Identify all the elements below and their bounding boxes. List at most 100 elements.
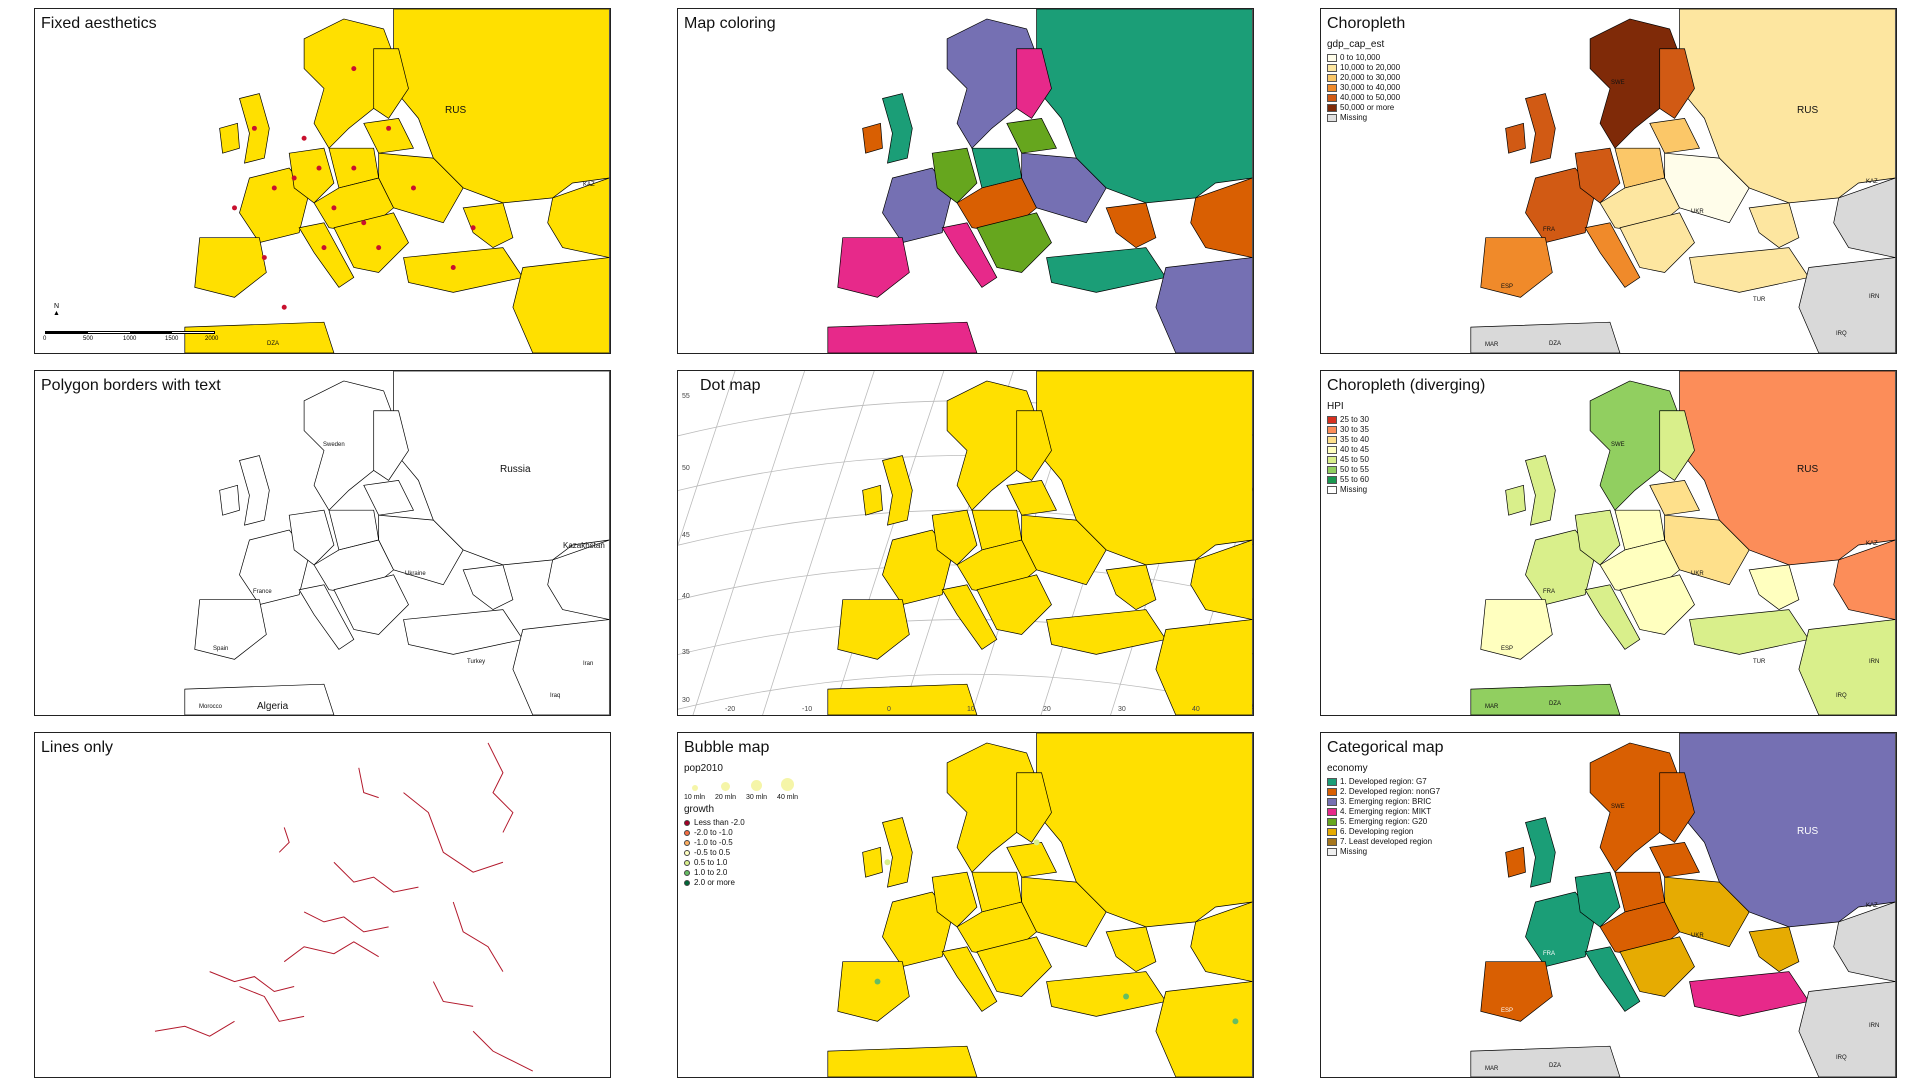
label-ukr: UKR — [1691, 933, 1704, 939]
legend-label: 6. Developing region — [1340, 827, 1414, 836]
label-swe: SWE — [1611, 804, 1625, 810]
river-line — [472, 1030, 533, 1072]
legend-item: 45 to 50 — [1327, 455, 1369, 465]
country-uk — [239, 455, 270, 526]
label-irq: IRQ — [1836, 331, 1847, 337]
river-line — [403, 792, 504, 873]
legend-swatch — [1327, 54, 1337, 62]
label-rus: RUS — [1797, 105, 1819, 116]
lat-tick-label: 50 — [682, 465, 690, 472]
country-iran — [512, 257, 610, 353]
legend-label: 0.5 to 1.0 — [694, 858, 728, 867]
panel-categorical-map: Categorical map economy 1. Developed regi… — [1320, 732, 1897, 1078]
legend-swatch — [684, 830, 690, 836]
legend-economy: economy 1. Developed region: G7 2. Develop… — [1327, 763, 1440, 857]
country-finland — [1016, 410, 1052, 481]
legend-swatch — [1327, 446, 1337, 454]
country-finland — [1016, 48, 1052, 119]
country-ukraine — [1021, 514, 1107, 586]
country-kazakhstan — [1833, 177, 1896, 258]
legend-item: 30 to 35 — [1327, 425, 1369, 435]
country-finland — [1016, 772, 1052, 843]
graticule-meridian — [762, 371, 875, 715]
legend-swatch — [1327, 838, 1337, 846]
legend-swatch — [1327, 486, 1337, 494]
country-finland — [1659, 410, 1695, 481]
legend-item: -0.5 to 0.5 — [684, 848, 798, 858]
label-kaz: KAZ — [1866, 179, 1878, 185]
lon-tick-label: -20 — [725, 706, 736, 713]
legend-bubble: pop2010 10 mln 20 mln 30 mln 40 mln grow… — [684, 763, 798, 888]
legend-swatch — [1327, 818, 1337, 826]
label-kaz: KAZ — [583, 182, 595, 188]
city-dot — [386, 125, 392, 131]
country-baltic — [1649, 479, 1700, 516]
north-arrow: N ▲ — [53, 303, 60, 317]
size-legend-item: 30 mln — [746, 780, 767, 801]
label-mar: MAR — [1485, 1066, 1499, 1072]
legend-label: -2.0 to -1.0 — [694, 828, 733, 837]
label-tur: TUR — [1753, 1021, 1766, 1027]
country-spain — [1480, 237, 1553, 298]
lon-tick-label: 30 — [1118, 706, 1126, 713]
legend-label: Missing — [1340, 485, 1368, 494]
lat-tick-label: 55 — [682, 393, 690, 400]
river-line — [303, 911, 389, 933]
panel-title: Choropleth — [1327, 15, 1406, 32]
country-balkans — [976, 936, 1052, 997]
country-turkey — [1046, 609, 1167, 655]
label-dza: DZA — [1549, 1063, 1561, 1069]
lon-tick-label: 0 — [887, 706, 891, 713]
country-italy — [941, 222, 998, 288]
country-baltic — [363, 479, 414, 516]
label-ukraine: Ukraine — [405, 571, 426, 577]
country-algeria — [184, 321, 335, 353]
europe-map — [184, 371, 610, 715]
legend-title: growth — [684, 804, 715, 815]
legend-label: 1. Developed region: G7 — [1340, 777, 1427, 786]
panel-title: Lines only — [41, 739, 114, 756]
panel-choropleth: Choropleth gdp_cap_est 0 to 10,000 10,000 … — [1320, 8, 1897, 354]
city-dot — [321, 245, 327, 251]
scale-tick: 1000 — [123, 336, 137, 342]
legend-item: 4. Emerging region: MIKT — [1327, 807, 1440, 817]
label-rus: RUS — [1797, 826, 1819, 837]
country-turkey — [1046, 971, 1167, 1017]
river-line — [239, 986, 305, 1022]
legend-item: Missing — [1327, 485, 1369, 495]
panel-lines-only: Lines only — [34, 732, 611, 1078]
country-turkey — [1689, 247, 1810, 293]
legend-item: 30,000 to 40,000 — [1327, 83, 1400, 93]
country-ukraine — [1664, 514, 1750, 586]
country-baltic — [363, 117, 414, 154]
label-iraq: Iraq — [550, 693, 561, 699]
legend-swatch — [684, 870, 690, 876]
label-irn: IRN — [1869, 659, 1880, 665]
country-uk — [882, 455, 913, 526]
legend-hpi: HPI 25 to 30 30 to 35 35 to 40 40 to 45 45 to… — [1327, 401, 1369, 495]
panel-dot-map: Dot map 55 50 45 40 35 30 -20 -10 0 10 2… — [677, 370, 1254, 716]
europe-map — [678, 371, 1253, 715]
city-dot — [361, 220, 367, 226]
country-algeria — [1470, 683, 1621, 715]
country-finland — [1659, 772, 1695, 843]
legend-swatch — [1327, 114, 1337, 122]
legend-item: 1. Developed region: G7 — [1327, 777, 1440, 787]
label-france: France — [253, 589, 272, 595]
bubble-swatch — [781, 778, 795, 791]
rivers-map — [154, 742, 533, 1072]
graticule-meridian — [678, 371, 736, 546]
country-spain — [837, 237, 910, 298]
legend-item: 25 to 30 — [1327, 415, 1369, 425]
label-kaz: KAZ — [1866, 541, 1878, 547]
city-dot — [376, 245, 382, 251]
size-legend-label: 40 mln — [777, 794, 799, 801]
legend-title: economy — [1327, 763, 1368, 774]
country-germany — [931, 871, 978, 928]
country-ireland — [862, 846, 883, 878]
legend-label: 30 to 35 — [1340, 425, 1369, 434]
country-ireland — [219, 122, 240, 154]
city-dot — [261, 255, 267, 261]
legend-label: 0 to 10,000 — [1340, 53, 1381, 62]
label-mar: MAR — [1485, 342, 1499, 348]
